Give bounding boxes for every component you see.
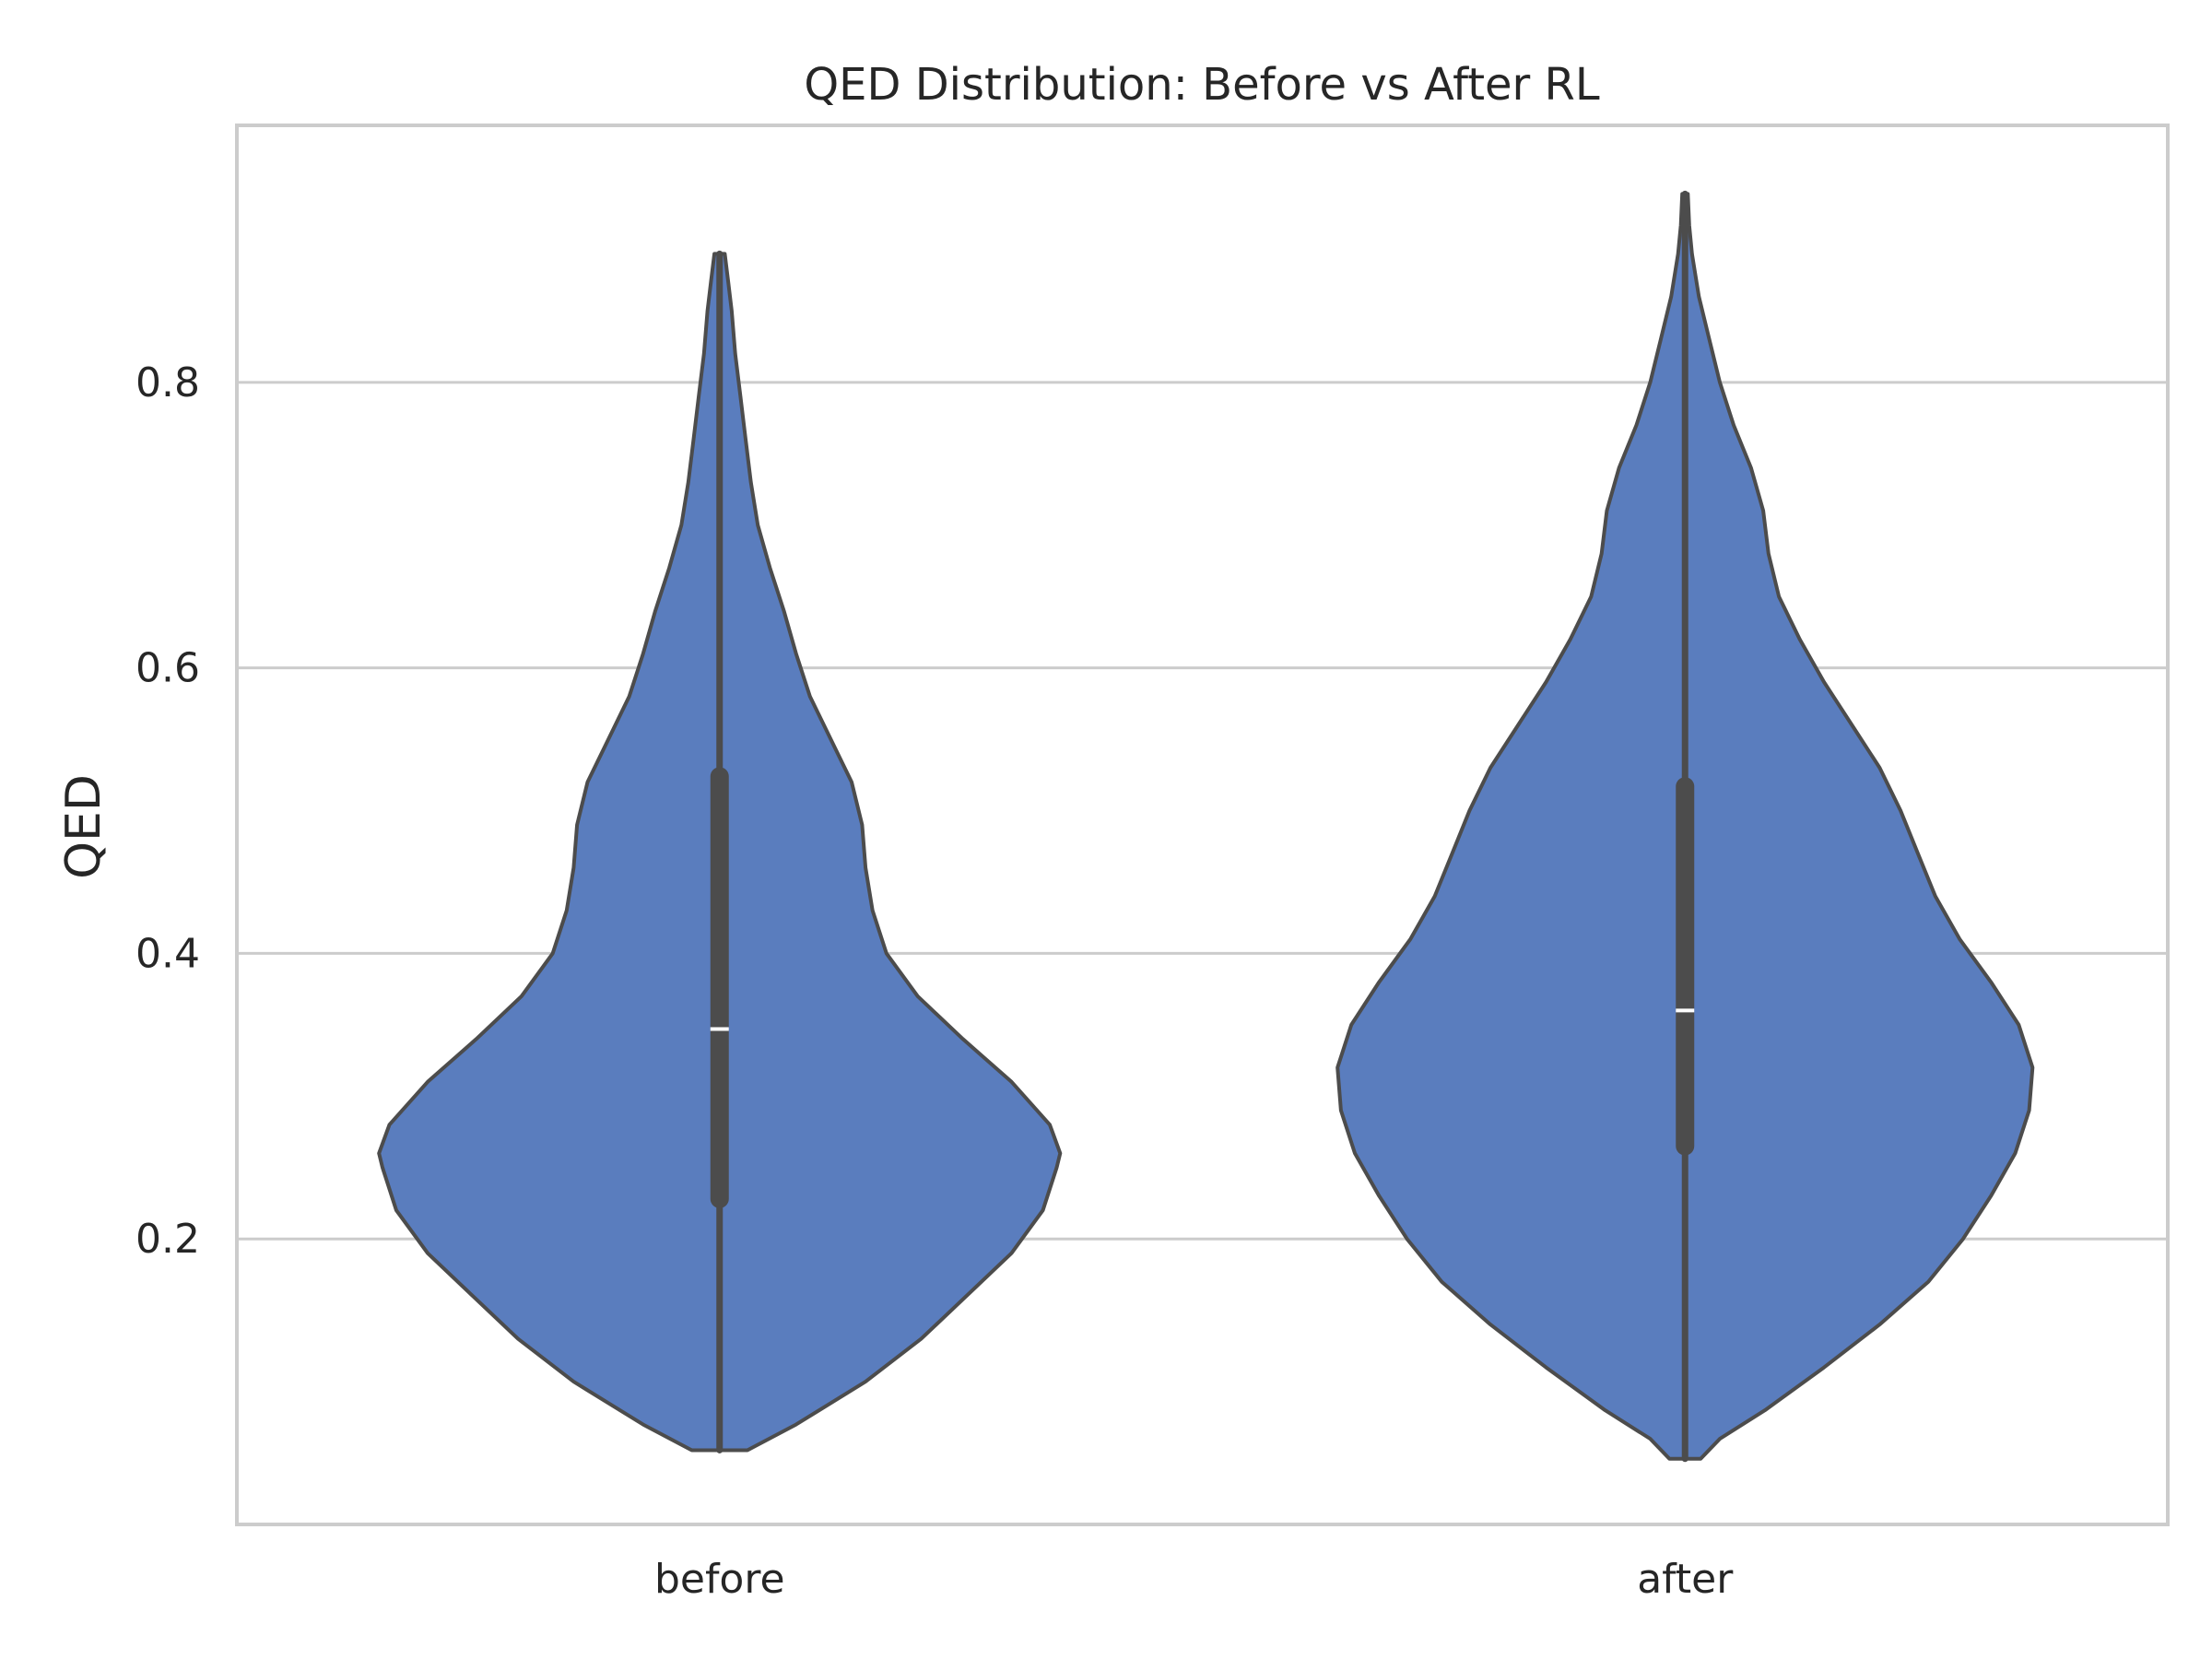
x-tick-label: before xyxy=(654,1556,785,1603)
plot-frame xyxy=(235,124,2170,1526)
chart-title: QED Distribution: Before vs After RL xyxy=(804,59,1600,111)
y-tick-label: 0.4 xyxy=(135,930,200,977)
x-tick-label: after xyxy=(1637,1556,1734,1603)
y-tick-label: 0.2 xyxy=(135,1216,200,1263)
violins xyxy=(377,190,2035,1463)
y-tick-label: 0.6 xyxy=(135,645,200,692)
tick-labels: 0.2 0.4 0.6 0.8 before after xyxy=(135,359,1734,1603)
y-axis-label: QED xyxy=(56,774,112,879)
y-tick-label: 0.8 xyxy=(135,359,200,406)
